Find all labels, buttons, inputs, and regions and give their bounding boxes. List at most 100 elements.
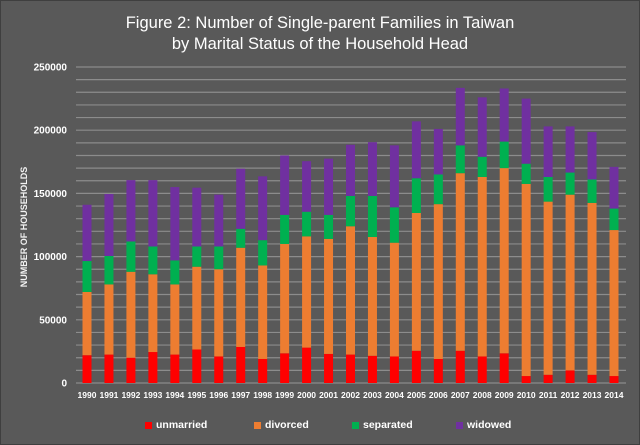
- x-tick-label: 2012: [561, 390, 580, 400]
- bar-divorced-2008: [477, 176, 487, 357]
- x-tick-label: 1990: [78, 390, 97, 400]
- bar-unmarried-1993: [148, 352, 158, 383]
- y-tick-label: 150000: [34, 189, 68, 200]
- bar-divorced-2000: [302, 236, 312, 348]
- x-tick-label: 1996: [209, 390, 228, 400]
- bar-widowed-2000: [302, 161, 312, 212]
- bar-separated-2012: [565, 172, 575, 195]
- bar-widowed-1997: [236, 168, 246, 229]
- x-tick-label: 2003: [363, 390, 382, 400]
- bar-widowed-2002: [346, 144, 355, 196]
- bar-separated-2002: [346, 195, 355, 227]
- bar-stack-2011: [543, 126, 553, 383]
- bar-divorced-2006: [433, 204, 443, 359]
- bar-widowed-2001: [324, 158, 334, 215]
- bar-unmarried-1999: [280, 353, 290, 383]
- bar-divorced-1999: [280, 243, 290, 354]
- x-tick-label: 1993: [143, 390, 162, 400]
- bar-widowed-2005: [411, 121, 421, 179]
- x-tick-label: 2011: [539, 390, 558, 400]
- bar-widowed-2012: [565, 126, 575, 173]
- bar-unmarried-2007: [455, 350, 465, 383]
- bar-stack-2002: [346, 144, 355, 383]
- bar-separated-2000: [302, 211, 312, 237]
- y-tick-label: 50000: [39, 315, 67, 326]
- bar-widowed-2006: [433, 128, 443, 175]
- bar-stack-1991: [104, 194, 114, 383]
- legend-swatch-unmarried: [145, 421, 152, 429]
- bar-widowed-2008: [477, 97, 487, 157]
- bar-divorced-2005: [411, 212, 421, 351]
- x-tick-label: 2014: [605, 390, 624, 400]
- legend: unmarried divorced separated widowed: [0, 419, 640, 433]
- bar-stack-2001: [324, 158, 334, 383]
- bar-separated-2007: [455, 145, 465, 174]
- bar-separated-2005: [411, 178, 421, 213]
- bar-divorced-2003: [367, 237, 377, 356]
- bar-divorced-2004: [389, 242, 399, 357]
- bar-separated-1991: [104, 255, 114, 285]
- bar-separated-2013: [587, 179, 597, 203]
- chart-title: Figure 2: Number of Single-parent Famili…: [0, 13, 640, 55]
- chart-title-line-2: by Marital Status of the Household Head: [171, 35, 469, 53]
- bar-divorced-1992: [126, 271, 136, 358]
- bar-stack-1994: [170, 187, 180, 383]
- bar-unmarried-1998: [258, 358, 268, 383]
- bar-divorced-1998: [258, 265, 268, 359]
- bar-unmarried-2014: [609, 376, 619, 383]
- y-tick-label: 250000: [34, 63, 68, 74]
- bar-stack-1998: [258, 176, 268, 383]
- bar-separated-1994: [170, 260, 180, 285]
- bar-widowed-2004: [389, 145, 399, 208]
- bar-unmarried-1994: [170, 354, 180, 383]
- bar-divorced-1990: [82, 291, 92, 356]
- bar-widowed-1990: [82, 204, 92, 262]
- bar-unmarried-2002: [346, 354, 355, 383]
- bar-divorced-1997: [236, 247, 246, 347]
- legend-item-unmarried: unmarried: [145, 419, 207, 431]
- x-tick-label: 2004: [385, 390, 404, 400]
- bar-separated-2010: [521, 163, 531, 184]
- bar-unmarried-1992: [126, 357, 136, 383]
- bar-stack-2012: [565, 126, 575, 383]
- legend-label: unmarried: [156, 419, 208, 431]
- bar-stack-2006: [433, 128, 443, 383]
- bar-unmarried-2001: [324, 353, 334, 383]
- bar-unmarried-2012: [565, 370, 575, 383]
- bar-widowed-2003: [367, 142, 377, 196]
- bar-divorced-2014: [609, 230, 619, 377]
- bar-divorced-1995: [192, 266, 202, 350]
- bar-unmarried-2010: [521, 376, 531, 383]
- bar-unmarried-2004: [389, 356, 399, 383]
- bar-separated-1992: [126, 241, 136, 272]
- bar-stack-1993: [148, 180, 158, 383]
- bar-widowed-1994: [170, 187, 180, 261]
- bar-unmarried-1997: [236, 346, 246, 383]
- bar-divorced-1991: [104, 284, 114, 355]
- x-tick-label: 1997: [231, 390, 250, 400]
- bar-unmarried-1991: [104, 354, 114, 383]
- x-tick-label: 1992: [121, 390, 140, 400]
- bar-divorced-2011: [543, 201, 553, 375]
- bars: [82, 87, 619, 383]
- bar-widowed-1996: [214, 194, 224, 247]
- x-tick-label: 1995: [187, 390, 206, 400]
- legend-label: widowed: [467, 419, 512, 431]
- bar-separated-2001: [324, 214, 334, 239]
- y-axis-ticks: 0 50000 100000 150000 200000 250000: [34, 63, 68, 390]
- bar-unmarried-2005: [411, 350, 421, 383]
- bar-stack-1992: [126, 180, 136, 383]
- x-tick-label: 1991: [99, 390, 118, 400]
- bar-divorced-1994: [170, 284, 180, 355]
- x-tick-label: 2007: [451, 390, 470, 400]
- bar-stack-1997: [236, 168, 246, 383]
- bar-widowed-2009: [499, 88, 509, 142]
- x-tick-label: 2000: [297, 390, 316, 400]
- bar-divorced-2012: [565, 194, 575, 371]
- bar-divorced-2002: [346, 226, 355, 355]
- bar-unmarried-2000: [302, 347, 312, 383]
- bar-unmarried-1996: [214, 356, 224, 383]
- bar-widowed-1995: [192, 187, 202, 247]
- x-axis-ticks: 1990 1991 1992 1993 1994 1995 1996 1997 1998 1999…: [78, 390, 624, 400]
- bar-unmarried-1990: [82, 355, 92, 383]
